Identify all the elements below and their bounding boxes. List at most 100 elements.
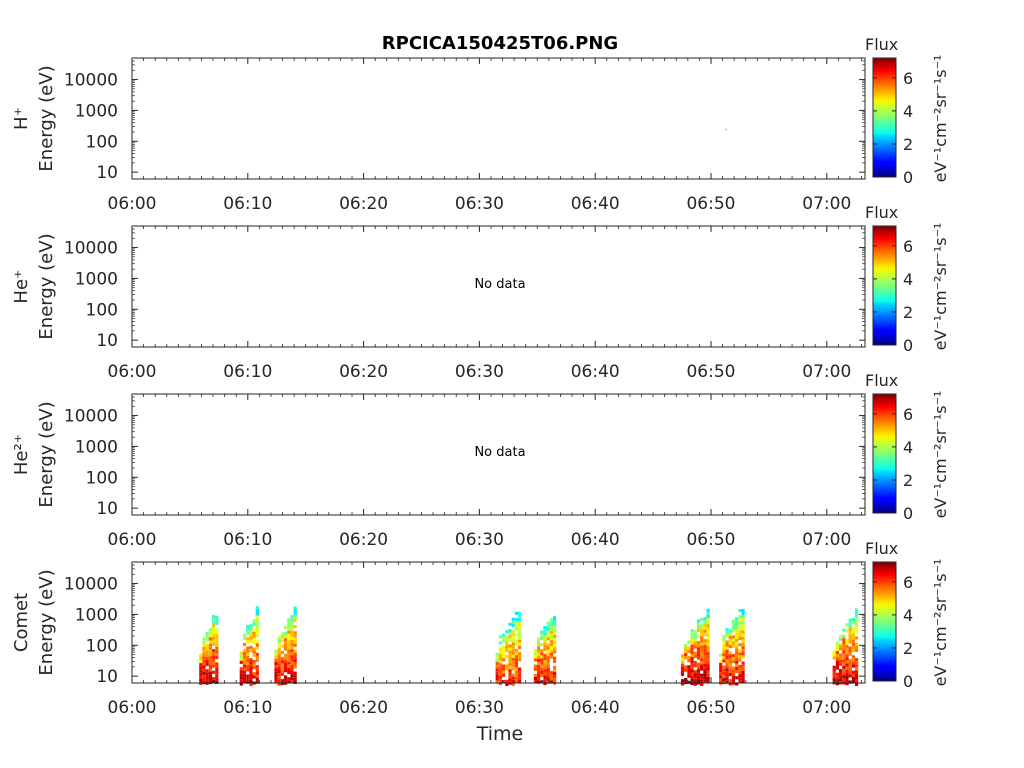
flux-pixel [741, 649, 745, 653]
flux-pixel [731, 675, 736, 679]
flux-pixel [242, 670, 247, 674]
flux-pixel [851, 636, 855, 640]
flux-pixel [284, 669, 288, 673]
flux-pixel [725, 649, 729, 653]
flux-pixel [208, 662, 212, 666]
colorbar-tick-label: 4 [903, 438, 913, 457]
flux-pixel [738, 637, 742, 641]
flux-pixel [738, 674, 742, 678]
flux-pixel [290, 640, 294, 644]
flux-pixel [855, 682, 859, 686]
flux-pixel [855, 636, 859, 640]
flux-pixel [511, 617, 515, 621]
flux-pixel [855, 648, 859, 652]
flux-pixel [706, 661, 710, 665]
flux-pixel [706, 614, 710, 618]
flux-pixel [842, 656, 846, 660]
flux-pixel [212, 642, 216, 646]
flux-pixel [724, 128, 728, 131]
flux-pixel [518, 642, 522, 646]
x-tick-label: 06:50 [686, 698, 735, 718]
flux-pixel [680, 682, 685, 686]
colorbar-tick-label: 4 [903, 270, 913, 289]
flux-pixel [284, 641, 288, 645]
flux-pixel [842, 675, 846, 679]
flux-pixel [205, 663, 209, 667]
flux-pixel [731, 629, 736, 633]
y-tick-label: 100 [86, 132, 118, 152]
flux-pixel [514, 652, 518, 656]
flux-pixel [242, 664, 247, 668]
y-tick-label: 10000 [64, 239, 118, 259]
flux-pixel [277, 670, 281, 674]
flux-pixel [725, 668, 729, 672]
panels-layer: 06:00 06:10 06:20 06:30 06:40 06:50 07:0010100… [11, 35, 950, 718]
flux-pixel [696, 675, 701, 679]
flux-pixel [687, 640, 691, 644]
flux-pixel [255, 680, 259, 684]
flux-pixel [835, 672, 839, 676]
flux-pixel [839, 656, 843, 660]
flux-pixel [741, 677, 745, 681]
flux-pixel [842, 662, 846, 666]
flux-pixel [249, 645, 253, 649]
flux-pixel [851, 655, 855, 659]
flux-pixel [684, 665, 688, 669]
flux-pixel [246, 646, 250, 650]
flux-pixel [549, 680, 553, 684]
flux-pixel [540, 670, 544, 674]
flux-pixel [855, 620, 859, 624]
flux-pixel [832, 671, 836, 675]
flux-pixel [845, 660, 849, 664]
flux-pixel [725, 628, 729, 632]
flux-pixel [731, 666, 736, 670]
flux-pixel [540, 655, 544, 659]
flux-pixel [848, 631, 852, 635]
flux-pixel [835, 663, 839, 667]
flux-pixel [706, 664, 710, 668]
flux-pixel [290, 655, 294, 659]
flux-pixel [553, 638, 557, 642]
flux-pixel [855, 661, 859, 665]
flux-pixel [508, 650, 512, 654]
flux-pixel [684, 677, 688, 681]
flux-pixel [703, 623, 707, 627]
flux-pixel [731, 623, 736, 627]
flux-pixel [502, 649, 506, 653]
flux-pixel [549, 643, 553, 647]
flux-pixel [543, 647, 547, 651]
flux-pixel [845, 651, 849, 655]
flux-pixel [839, 659, 843, 663]
flux-pixel [543, 654, 547, 658]
flux-pixel [725, 665, 729, 669]
flux-pixel [549, 671, 553, 675]
flux-pixel [255, 634, 259, 638]
flux-pixel [546, 671, 550, 675]
flux-pixel [832, 665, 836, 669]
flux-pixel [208, 671, 212, 675]
flux-pixel [725, 631, 729, 635]
flux-pixel [537, 655, 541, 659]
flux-pixel [293, 637, 297, 641]
flux-pixel [706, 624, 710, 628]
flux-pixel [725, 659, 729, 663]
flux-pixel [690, 666, 694, 670]
colorbar-units-label: eV⁻¹cm⁻²sr⁻¹s⁻¹ [931, 559, 950, 687]
flux-pixel [839, 662, 843, 666]
flux-pixel [202, 653, 206, 657]
flux-pixel [242, 667, 247, 671]
flux-pixel [728, 629, 732, 633]
x-tick-label: 07:00 [802, 362, 851, 382]
x-tick-label: 06:20 [339, 530, 388, 550]
x-axis-label: Time [476, 723, 524, 745]
flux-pixel [252, 628, 256, 632]
flux-pixel [851, 645, 855, 649]
flux-pixel [208, 649, 212, 653]
flux-pixel [239, 657, 243, 661]
flux-pixel [284, 638, 288, 642]
flux-pixel [287, 643, 291, 647]
flux-pixel [848, 662, 852, 666]
flux-pixel [553, 634, 557, 638]
flux-pixel [508, 622, 512, 626]
flux-pixel [212, 615, 216, 619]
